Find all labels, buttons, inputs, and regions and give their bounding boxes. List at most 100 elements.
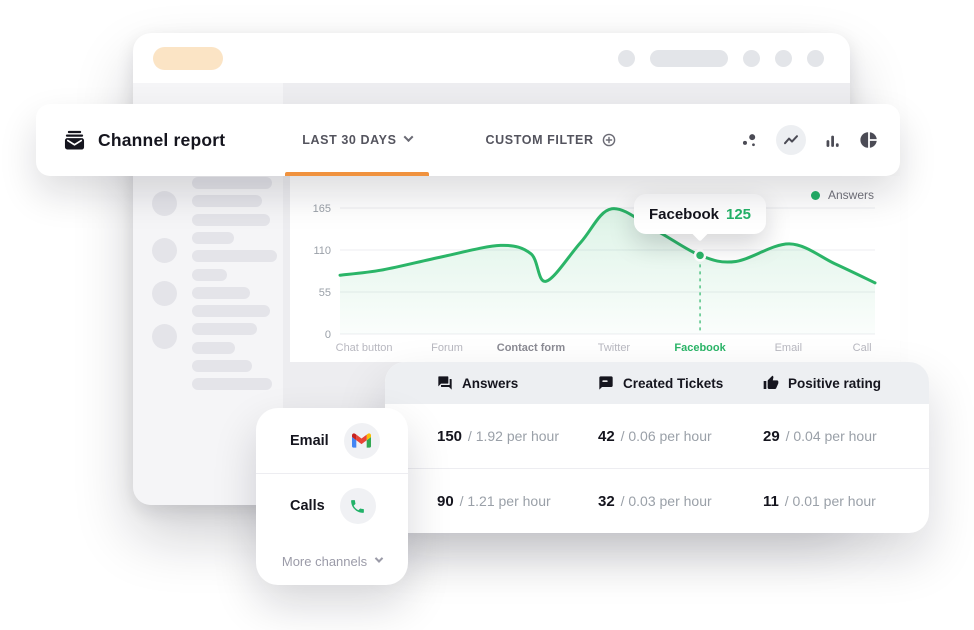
cell-count: 150: [437, 427, 463, 445]
cell-count: 42: [598, 427, 615, 445]
svg-text:Twitter: Twitter: [598, 342, 631, 354]
cell-answers: 90 / 1.21 per hour: [437, 493, 598, 510]
report-header-card: Channel report LAST 30 DAYS CUSTOM FILTE…: [36, 104, 900, 176]
table-row-calls: 90 / 1.21 per hour 32 / 0.03 per hour 11…: [385, 468, 929, 533]
skeleton-bar: [192, 341, 235, 354]
svg-text:Call: Call: [853, 342, 872, 354]
channel-row-email[interactable]: Email: [256, 408, 408, 473]
topbar-circle-placeholder: [807, 49, 824, 67]
cell-count: 11: [763, 492, 779, 510]
answers-line-chart[interactable]: 165 110 55 0 Chat button Forum Contact form Twi…: [290, 176, 900, 362]
skeleton-avatar: [152, 191, 177, 216]
cell-created-tickets: 32 / 0.03 per hour: [598, 493, 763, 510]
skeleton-avatar: [152, 238, 177, 263]
skeleton-bar: [192, 231, 234, 244]
pie-chart-icon[interactable]: [858, 129, 880, 151]
chevron-down-icon: [403, 132, 413, 143]
thumbs-up-icon: [763, 375, 779, 389]
topbar-circle-placeholder: [775, 49, 792, 67]
skeleton-bar: [192, 213, 270, 226]
svg-text:165: 165: [313, 203, 331, 215]
svg-text:110: 110: [313, 245, 331, 257]
cell-count: 29: [763, 427, 780, 445]
cell-rate: / 1.92 per hour: [467, 427, 559, 444]
skeleton-bar: [192, 177, 272, 189]
table-header: Answers Created Tickets Positive rating: [385, 362, 929, 404]
cell-rate: / 0.01 per hour: [784, 492, 876, 509]
phone-icon: [351, 499, 365, 513]
cell-positive-rating: 11 / 0.01 per hour: [763, 493, 929, 510]
legend-dot-icon: [810, 190, 820, 200]
bar-chart-icon[interactable]: [821, 129, 843, 151]
topbar-circle-placeholder: [618, 49, 635, 67]
tab-label: LAST 30 DAYS: [302, 133, 397, 147]
skeleton-bar: [192, 250, 277, 263]
skeleton-bar: [192, 286, 250, 299]
cell-rate: / 0.06 per hour: [620, 427, 712, 444]
chart-type-switcher: [739, 125, 900, 155]
svg-text:Facebook: Facebook: [674, 342, 726, 354]
cell-rate: / 0.03 per hour: [620, 492, 712, 509]
cell-rate: / 1.21 per hour: [459, 492, 551, 509]
inbox-icon: [64, 130, 85, 150]
skeleton-bar: [192, 268, 227, 281]
line-chart-icon[interactable]: [776, 125, 806, 155]
cell-answers: 150 / 1.92 per hour: [437, 428, 598, 445]
tab-last-30-days[interactable]: LAST 30 DAYS: [285, 104, 429, 176]
logo-placeholder: [153, 46, 223, 70]
channel-label: Email: [290, 432, 329, 449]
cell-positive-rating: 29 / 0.04 per hour: [763, 428, 929, 445]
topbar-controls-placeholder: [618, 49, 824, 67]
topbar-pill-placeholder: [650, 49, 728, 67]
more-channels-label: More channels: [281, 553, 368, 569]
topbar-circle-placeholder: [743, 49, 760, 67]
metrics-table-card: Answers Created Tickets Positive rating …: [385, 362, 929, 533]
legend-label: Answers: [827, 188, 874, 202]
add-filter-icon: [602, 133, 615, 147]
report-tabs: LAST 30 DAYS CUSTOM FILTER: [285, 104, 632, 176]
channel-icon-circle: [343, 422, 380, 459]
tickets-icon: [599, 376, 613, 390]
column-label: Positive rating: [788, 375, 882, 391]
svg-text:Chat button: Chat button: [336, 342, 393, 354]
skeleton-bar: [192, 323, 257, 336]
tooltip-category: Facebook: [648, 205, 719, 223]
tab-custom-filter[interactable]: CUSTOM FILTER: [469, 104, 633, 176]
cell-count: 90: [437, 492, 454, 510]
tooltip-value: 125: [726, 205, 752, 223]
svg-text:55: 55: [319, 287, 331, 299]
channel-label: Calls: [290, 498, 325, 514]
channels-card: Email Calls More channels: [256, 408, 408, 585]
chart-tooltip: Facebook 125: [634, 194, 766, 234]
skeleton-bar: [192, 360, 252, 372]
app-topbar: [133, 33, 850, 83]
skeleton-avatar: [152, 324, 177, 349]
scatter-chart-icon[interactable]: [739, 129, 761, 151]
svg-text:Email: Email: [775, 342, 803, 354]
svg-text:Contact form: Contact form: [497, 342, 566, 354]
cell-created-tickets: 42 / 0.06 per hour: [598, 428, 763, 445]
chart-panel: 165 110 55 0 Chat button Forum Contact form Twi…: [290, 176, 900, 362]
skeleton-bar: [192, 378, 272, 391]
svg-text:0: 0: [325, 329, 331, 341]
gmail-icon: [352, 433, 372, 448]
cell-count: 32: [598, 492, 615, 510]
chevron-down-icon: [374, 553, 384, 563]
chart-legend: Answers: [810, 188, 874, 202]
skeleton-bar: [192, 195, 262, 208]
channel-row-calls[interactable]: Calls: [256, 473, 408, 538]
skeleton-avatar: [152, 281, 177, 306]
table-row-email: 150 / 1.92 per hour 42 / 0.06 per hour 2…: [385, 404, 929, 468]
column-answers: Answers: [437, 375, 598, 391]
page-title: Channel report: [98, 129, 226, 150]
more-channels-button[interactable]: More channels: [256, 538, 408, 584]
column-label: Created Tickets: [623, 375, 724, 391]
channel-icon-circle: [339, 488, 376, 524]
column-positive-rating: Positive rating: [763, 375, 929, 391]
report-title-group: Channel report: [36, 130, 225, 151]
cell-rate: / 0.04 per hour: [785, 427, 877, 444]
answers-icon: [438, 376, 452, 390]
column-created-tickets: Created Tickets: [598, 375, 763, 391]
column-label: Answers: [462, 375, 519, 391]
